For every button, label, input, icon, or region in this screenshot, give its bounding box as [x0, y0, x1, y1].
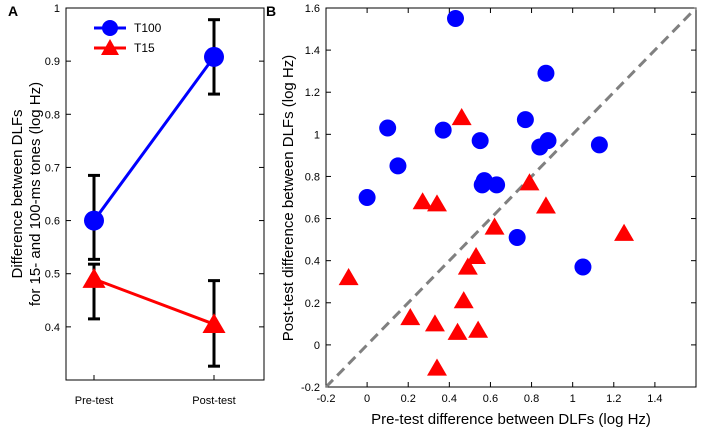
panel-b-t15-point: [457, 257, 478, 275]
panel-a-xtick-label: Pre-test: [75, 395, 114, 407]
panel-b-t15-point: [466, 246, 487, 265]
panel-b-t15-point: [484, 217, 505, 235]
panel-b-t15-point: [412, 192, 433, 210]
panel-a-axes-frame: [65, 7, 265, 381]
panel-a-ytick-label: 0.8: [45, 109, 60, 121]
panel-b: B -0.2 0 0.2 0.4 0.6 0.8 1 1.2 1.4 1.6 -0.2 0 0.2 0.…: [266, 3, 698, 428]
panel-a-x-ticks: Pre-test Post-test: [75, 375, 236, 407]
panel-a-ylabel-line2: for 15- and 100-ms tones (log Hz): [27, 82, 44, 306]
panel-b-ytick-label: 1.4: [305, 45, 320, 57]
panel-b-t100-point: [537, 64, 555, 82]
panel-a-ytick-label: 0.9: [45, 56, 60, 68]
panel-b-t100-point: [434, 121, 452, 139]
panel-b-t100-point: [488, 176, 506, 194]
panel-b-xtick-label: 1.4: [647, 393, 662, 405]
panel-a-xtick-label: Post-test: [192, 395, 235, 407]
legend-t100-marker: [102, 20, 118, 36]
panel-b-t15-point: [535, 196, 556, 214]
panel-b-ytick-label: 0.8: [305, 171, 320, 183]
panel-b-t100-point: [471, 132, 489, 150]
panel-a-label: A: [8, 3, 18, 19]
panel-b-t100-point: [358, 189, 376, 206]
panel-a-t100-line: [92, 56, 216, 222]
panel-b-y-ticks: -0.2 0 0.2 0.4 0.6 0.8 1 1.2 1.4 1.6: [301, 3, 696, 394]
panel-b-t100-point: [473, 176, 491, 194]
panel-b-t15-point: [424, 314, 445, 332]
panel-b-axes-frame: [325, 7, 697, 388]
panel-b-t100-point: [389, 157, 407, 175]
panel-b-series: [338, 10, 635, 376]
panel-a: A 0.40.50.60.70.80.91 Pre-test Post-test …: [8, 3, 265, 407]
panel-b-t15-point: [427, 358, 447, 376]
panel-b-t15-point: [614, 223, 635, 241]
panel-b-t15-point: [338, 268, 359, 286]
panel-b-t100-point: [508, 229, 526, 247]
panel-a-y-ticks: 0.4 0.5 0.6 0.7 0.8 0.9 1: [45, 3, 264, 334]
panel-b-xtick-label: 1.2: [606, 393, 621, 405]
identity-line: [324, 6, 698, 389]
panel-b-t100-point: [574, 258, 592, 276]
panel-b-xlabel: Pre-test difference between DLFs (log Hz…: [371, 411, 651, 428]
panel-a-t100-point: [84, 210, 104, 231]
panel-a-ytick-label: 0.5: [45, 269, 60, 281]
panel-b-xtick-label: 1: [570, 393, 576, 405]
panel-b-xtick-label: 0.6: [483, 393, 498, 405]
legend: T100 T15: [88, 16, 190, 59]
panel-b-x-ticks: -0.2 0 0.2 0.4 0.6 0.8 1 1.2 1.4: [317, 8, 663, 405]
legend-t100-label: T100: [134, 21, 162, 35]
panel-b-ytick-label: 0: [314, 340, 320, 352]
legend-t15-label: T15: [134, 41, 155, 55]
panel-a-ytick-label: 0.4: [45, 322, 60, 334]
panel-b-t100-point: [531, 138, 549, 156]
panel-b-t15-point: [447, 322, 468, 340]
panel-a-ytick-label: 0.7: [45, 162, 60, 174]
legend-t15-marker: [101, 39, 119, 55]
panel-b-ytick-label: 0.6: [305, 214, 320, 226]
panel-b-t100-point: [516, 111, 534, 129]
panel-b-xtick-label: 0: [364, 393, 370, 405]
panel-a-ytick-label: 0.6: [45, 216, 60, 228]
panel-b-t15-point: [519, 173, 540, 191]
panel-a-ylabel-line1: Difference between DLFs: [9, 110, 26, 279]
panel-b-t100-point: [447, 10, 464, 28]
panel-b-ytick-label: 1.2: [305, 87, 320, 99]
panel-b-t15-point: [451, 107, 472, 126]
panel-b-t100-point: [379, 119, 397, 137]
panel-a-series: [82, 18, 226, 368]
panel-b-xtick-label: 0.8: [524, 393, 539, 405]
panel-b-t15-point: [400, 308, 421, 326]
panel-b-ytick-label: 1.6: [305, 3, 320, 15]
panel-b-ytick-label: 1: [314, 129, 320, 141]
panel-a-ytick-label: 1: [54, 3, 60, 15]
panel-b-ytick-label: 0.4: [305, 256, 320, 268]
panel-a-t15-point: [202, 313, 226, 333]
panel-b-label: B: [266, 3, 276, 19]
panel-b-xtick-label: 0.4: [442, 393, 457, 405]
panel-b-ytick-label: -0.2: [301, 382, 320, 394]
panel-b-t15-point: [468, 320, 489, 338]
panel-b-t15-point: [427, 194, 447, 212]
panel-b-ylabel: Post-test difference between DLFs (log H…: [280, 55, 297, 342]
panel-b-ytick-label: 0.2: [305, 298, 320, 310]
panel-a-t15-line: [93, 277, 215, 326]
panel-a-t15-point: [82, 268, 106, 288]
panel-b-xtick-label: 0.2: [401, 393, 416, 405]
panel-b-t15-point: [453, 291, 474, 309]
panel-a-t100-point: [204, 46, 224, 67]
panel-b-xtick-label: -0.2: [317, 393, 336, 405]
panel-b-t100-point: [590, 136, 608, 154]
